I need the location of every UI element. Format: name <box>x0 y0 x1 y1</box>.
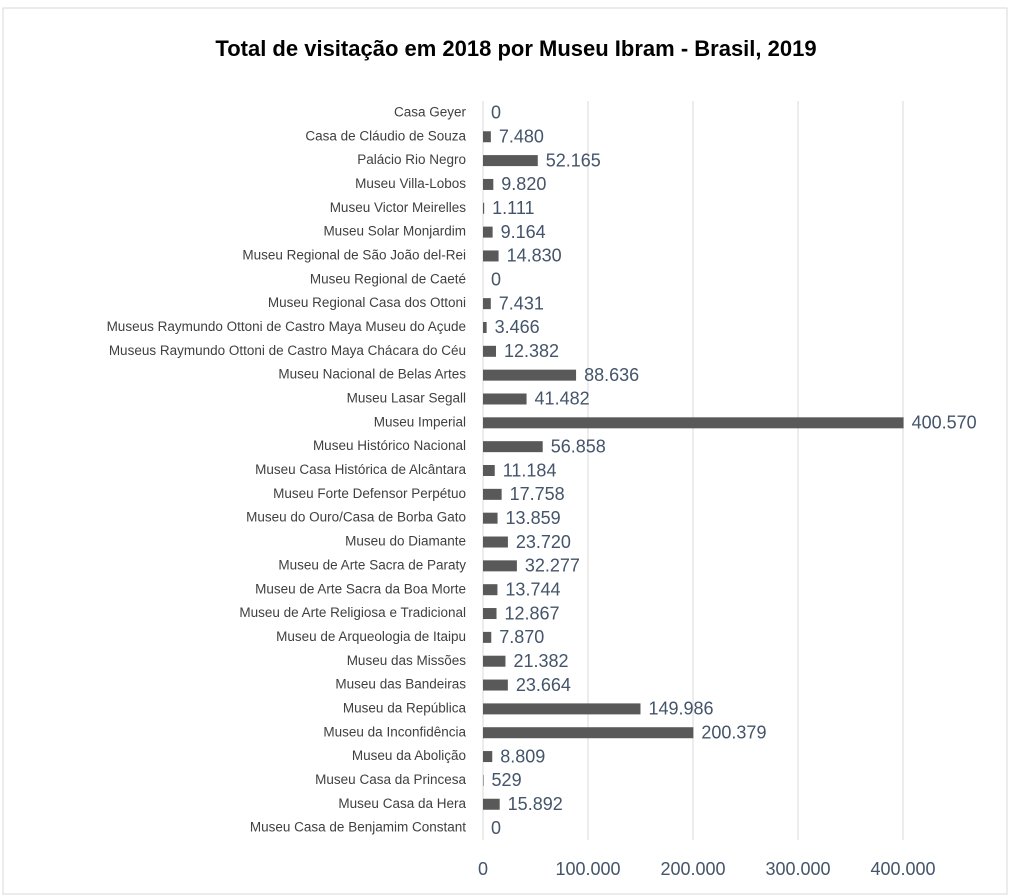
x-tick-label: 300.000 <box>765 859 830 879</box>
value-label: 11.184 <box>503 460 557 480</box>
value-label: 13.744 <box>505 579 560 599</box>
x-tick-label: 200.000 <box>660 859 725 879</box>
bar <box>483 131 491 143</box>
value-label: 14.830 <box>507 246 562 266</box>
y-tick-label: Museu Casa da Hera <box>338 796 466 811</box>
bar <box>483 584 498 596</box>
value-label: 8.809 <box>500 746 545 766</box>
y-tick-label: Museu Casa Histórica de Alcântara <box>255 462 466 477</box>
y-tick-label: Museu da Inconfidência <box>323 724 466 739</box>
bar <box>483 155 538 167</box>
y-tick-label: Museu da República <box>343 700 467 715</box>
y-tick-label: Museu do Diamante <box>345 534 466 549</box>
bar <box>483 560 517 572</box>
value-label: 12.867 <box>505 603 560 623</box>
value-label: 17.758 <box>510 484 565 504</box>
y-tick-label: Museu das Missões <box>347 653 467 668</box>
bar <box>483 536 508 548</box>
bar <box>483 608 497 620</box>
y-tick-label: Museu Forte Defensor Perpétuo <box>273 486 466 501</box>
bar <box>483 703 641 715</box>
y-tick-label: Casa Geyer <box>394 104 467 119</box>
bar <box>483 250 499 262</box>
value-label: 23.664 <box>516 675 571 695</box>
value-label: 0 <box>491 103 501 123</box>
y-tick-label: Museu Histórico Nacional <box>313 438 466 453</box>
value-label: 3.466 <box>495 317 540 337</box>
y-tick-label: Museu de Arte Religiosa e Tradicional <box>239 605 466 620</box>
bar <box>483 655 506 667</box>
bar <box>483 226 493 238</box>
value-label: 7.870 <box>499 627 544 647</box>
value-label: 13.859 <box>506 508 561 528</box>
bar <box>483 751 493 763</box>
bar <box>483 202 485 214</box>
y-tick-label: Museu Solar Monjardim <box>323 224 466 239</box>
bar <box>483 488 502 500</box>
y-tick-label: Museu Villa-Lobos <box>355 176 466 191</box>
y-tick-label: Museu Imperial <box>374 414 466 429</box>
x-tick-label: 100.000 <box>555 859 620 879</box>
y-tick-label: Museu Nacional de Belas Artes <box>278 367 466 382</box>
value-label: 56.858 <box>551 436 606 456</box>
y-tick-label: Museus Raymundo Ottoni de Castro Maya Mu… <box>107 319 466 334</box>
y-tick-label: Museu do Ouro/Casa de Borba Gato <box>246 510 466 525</box>
bar <box>483 727 694 739</box>
bar <box>483 298 491 310</box>
value-label: 23.720 <box>516 532 571 552</box>
value-label: 32.277 <box>525 556 580 576</box>
value-label: 21.382 <box>513 651 568 671</box>
value-label: 12.382 <box>504 341 559 361</box>
value-label: 9.820 <box>501 174 546 194</box>
value-label: 7.431 <box>499 293 544 313</box>
bar <box>483 512 498 524</box>
value-label: 7.480 <box>499 127 544 147</box>
y-tick-label: Museu das Bandeiras <box>335 677 466 692</box>
bar <box>483 631 492 643</box>
value-label: 0 <box>491 270 501 290</box>
y-tick-label: Museu Lasar Segall <box>347 391 466 406</box>
bar <box>483 774 484 786</box>
value-label: 400.570 <box>912 413 977 433</box>
y-tick-label: Museu Regional de São João del-Rei <box>242 248 466 263</box>
y-tick-label: Museu Victor Meirelles <box>330 200 467 215</box>
bar <box>483 441 543 453</box>
y-tick-label: Museus Raymundo Ottoni de Castro Maya Ch… <box>109 343 466 358</box>
bar <box>483 345 497 357</box>
y-tick-label: Museu Casa da Princesa <box>315 772 466 787</box>
bar <box>483 321 487 333</box>
bar <box>483 369 577 381</box>
value-label: 200.379 <box>701 722 766 742</box>
value-label: 1.111 <box>492 198 534 218</box>
y-tick-label: Museu Regional de Caeté <box>310 271 466 286</box>
bar <box>483 393 527 405</box>
value-label: 9.164 <box>501 222 546 242</box>
x-tick-label: 400.000 <box>870 859 935 879</box>
value-label: 15.892 <box>508 794 563 814</box>
y-tick-label: Museu de Arte Sacra de Paraty <box>278 557 466 572</box>
y-tick-label: Museu da Abolição <box>352 748 466 763</box>
bar <box>483 417 904 429</box>
value-label: 41.482 <box>535 389 590 409</box>
y-tick-label: Museu de Arte Sacra da Boa Morte <box>255 581 466 596</box>
value-label: 88.636 <box>584 365 639 385</box>
y-tick-label: Casa de Cláudio de Souza <box>305 128 466 143</box>
bar <box>483 178 494 190</box>
bar <box>483 465 495 476</box>
bar <box>483 798 500 810</box>
y-tick-label: Museu de Arqueologia de Itaipu <box>276 629 466 644</box>
value-label: 529 <box>492 770 522 790</box>
bar <box>483 679 508 691</box>
chart-title: Total de visitação em 2018 por Museu Ibr… <box>215 36 816 61</box>
y-tick-label: Museu Regional Casa dos Ottoni <box>268 295 466 310</box>
value-label: 0 <box>491 818 501 838</box>
x-tick-label: 0 <box>478 859 488 879</box>
value-label: 149.986 <box>648 699 713 719</box>
y-tick-label: Museu Casa de Benjamim Constant <box>250 820 466 835</box>
value-label: 52.165 <box>546 150 601 170</box>
y-tick-label: Palácio Rio Negro <box>357 152 466 167</box>
